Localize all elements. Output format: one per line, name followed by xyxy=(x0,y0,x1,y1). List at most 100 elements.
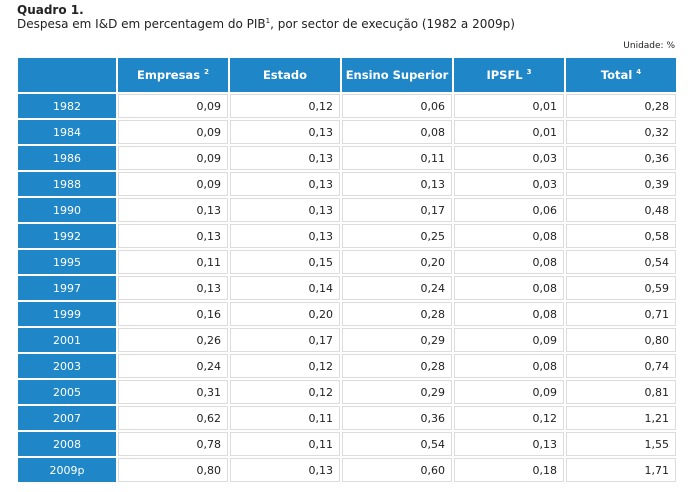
value-cell: 0,08 xyxy=(454,250,564,274)
footnote-ref: 4 xyxy=(636,68,642,77)
value-cell: 0,06 xyxy=(454,198,564,222)
table-row: 1990 0,13 0,13 0,17 0,06 0,48 xyxy=(18,198,676,222)
value-cell: 0,15 xyxy=(230,250,340,274)
value-cell: 0,17 xyxy=(342,198,452,222)
value-cell: 0,13 xyxy=(118,224,228,248)
year-cell: 1997 xyxy=(18,276,116,300)
value-cell: 0,13 xyxy=(230,172,340,196)
value-cell: 0,13 xyxy=(118,198,228,222)
value-cell: 0,08 xyxy=(454,302,564,326)
value-cell: 0,32 xyxy=(566,120,676,144)
table-row: 1988 0,09 0,13 0,13 0,03 0,39 xyxy=(18,172,676,196)
data-table: Empresas 2 Estado Ensino Superior IPSFL 3 To… xyxy=(16,56,678,484)
value-cell: 0,62 xyxy=(118,406,228,430)
table-row: 2001 0,26 0,17 0,29 0,09 0,80 xyxy=(18,328,676,352)
column-label: IPSFL xyxy=(486,68,523,82)
column-header: Total 4 xyxy=(566,58,676,92)
value-cell: 1,71 xyxy=(566,458,676,482)
column-header: Ensino Superior xyxy=(342,58,452,92)
value-cell: 0,28 xyxy=(566,94,676,118)
value-cell: 0,48 xyxy=(566,198,676,222)
subtitle-text: Despesa em I&D em percentagem do PIB xyxy=(17,17,266,31)
year-cell: 1992 xyxy=(18,224,116,248)
column-header: Empresas 2 xyxy=(118,58,228,92)
year-cell: 2009p xyxy=(18,458,116,482)
value-cell: 0,06 xyxy=(342,94,452,118)
value-cell: 0,11 xyxy=(118,250,228,274)
value-cell: 0,09 xyxy=(118,120,228,144)
value-cell: 0,58 xyxy=(566,224,676,248)
value-cell: 0,29 xyxy=(342,328,452,352)
year-cell: 1990 xyxy=(18,198,116,222)
value-cell: 0,28 xyxy=(342,354,452,378)
subtitle: Despesa em I&D em percentagem do PIB1, p… xyxy=(17,17,515,31)
value-cell: 0,13 xyxy=(230,146,340,170)
value-cell: 0,08 xyxy=(454,354,564,378)
value-cell: 0,31 xyxy=(118,380,228,404)
year-cell: 2003 xyxy=(18,354,116,378)
value-cell: 0,36 xyxy=(342,406,452,430)
value-cell: 0,60 xyxy=(342,458,452,482)
year-cell: 2001 xyxy=(18,328,116,352)
value-cell: 0,20 xyxy=(230,302,340,326)
value-cell: 0,59 xyxy=(566,276,676,300)
value-cell: 0,03 xyxy=(454,146,564,170)
corner-cell xyxy=(18,58,116,92)
value-cell: 0,28 xyxy=(342,302,452,326)
footnote-ref: 2 xyxy=(204,68,209,77)
value-cell: 0,80 xyxy=(566,328,676,352)
column-header: Estado xyxy=(230,58,340,92)
value-cell: 0,13 xyxy=(118,276,228,300)
value-cell: 0,13 xyxy=(230,458,340,482)
value-cell: 0,09 xyxy=(118,172,228,196)
value-cell: 0,17 xyxy=(230,328,340,352)
table-row: 2003 0,24 0,12 0,28 0,08 0,74 xyxy=(18,354,676,378)
value-cell: 0,11 xyxy=(342,146,452,170)
value-cell: 0,54 xyxy=(342,432,452,456)
value-cell: 0,20 xyxy=(342,250,452,274)
value-cell: 0,74 xyxy=(566,354,676,378)
subtitle-text: , por sector de execução (1982 a 2009p) xyxy=(270,17,515,31)
value-cell: 0,09 xyxy=(118,146,228,170)
value-cell: 0,16 xyxy=(118,302,228,326)
year-cell: 1999 xyxy=(18,302,116,326)
value-cell: 0,12 xyxy=(454,406,564,430)
title: Quadro 1. xyxy=(17,3,84,17)
unit: Unidade: % xyxy=(623,41,675,51)
table-row: 2009p 0,80 0,13 0,60 0,18 1,71 xyxy=(18,458,676,482)
column-label: Total xyxy=(600,68,633,82)
value-cell: 0,12 xyxy=(230,380,340,404)
value-cell: 0,08 xyxy=(342,120,452,144)
table-row: 1982 0,09 0,12 0,06 0,01 0,28 xyxy=(18,94,676,118)
value-cell: 0,24 xyxy=(118,354,228,378)
value-cell: 0,54 xyxy=(566,250,676,274)
value-cell: 0,13 xyxy=(230,120,340,144)
table-row: 2007 0,62 0,11 0,36 0,12 1,21 xyxy=(18,406,676,430)
column-header: IPSFL 3 xyxy=(454,58,564,92)
year-cell: 1988 xyxy=(18,172,116,196)
year-cell: 2005 xyxy=(18,380,116,404)
header-row: Empresas 2 Estado Ensino Superior IPSFL 3 To… xyxy=(18,58,676,92)
table-row: 2008 0,78 0,11 0,54 0,13 1,55 xyxy=(18,432,676,456)
value-cell: 0,09 xyxy=(454,328,564,352)
value-cell: 0,29 xyxy=(342,380,452,404)
value-cell: 0,13 xyxy=(230,198,340,222)
footnote-ref: 3 xyxy=(526,68,532,77)
value-cell: 0,78 xyxy=(118,432,228,456)
value-cell: 0,01 xyxy=(454,94,564,118)
value-cell: 0,13 xyxy=(454,432,564,456)
value-cell: 0,80 xyxy=(118,458,228,482)
year-cell: 1982 xyxy=(18,94,116,118)
value-cell: 0,12 xyxy=(230,354,340,378)
value-cell: 0,01 xyxy=(454,120,564,144)
value-cell: 0,11 xyxy=(230,406,340,430)
column-label: Ensino Superior xyxy=(345,68,449,82)
value-cell: 0,11 xyxy=(230,432,340,456)
value-cell: 0,12 xyxy=(230,94,340,118)
value-cell: 0,09 xyxy=(454,380,564,404)
table-row: 1984 0,09 0,13 0,08 0,01 0,32 xyxy=(18,120,676,144)
value-cell: 1,55 xyxy=(566,432,676,456)
value-cell: 0,18 xyxy=(454,458,564,482)
value-cell: 0,81 xyxy=(566,380,676,404)
table-row: 1986 0,09 0,13 0,11 0,03 0,36 xyxy=(18,146,676,170)
